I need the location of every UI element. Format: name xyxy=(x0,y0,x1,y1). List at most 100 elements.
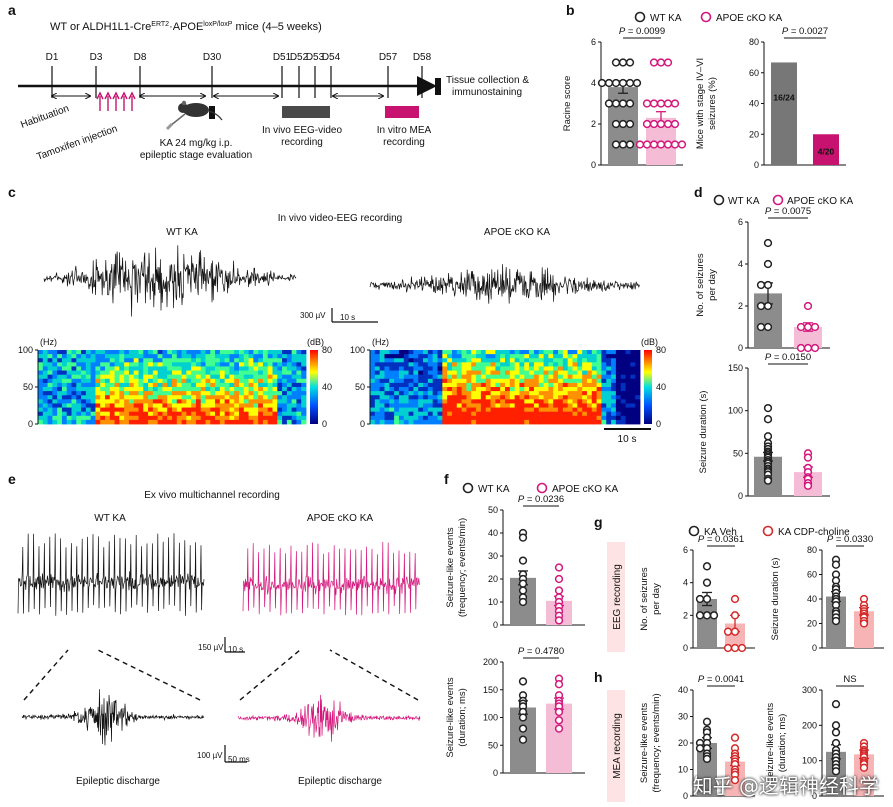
spectrogram-cell xyxy=(57,378,63,384)
spectrogram-cell xyxy=(71,350,77,355)
y-tick-label: 50 xyxy=(733,448,743,458)
spectrogram-cell xyxy=(447,382,453,388)
spectrogram-cell xyxy=(596,374,602,380)
spectrogram-cell xyxy=(167,354,173,359)
spectrogram-cell xyxy=(262,419,269,425)
spectrogram-cell xyxy=(466,407,472,413)
y-axis-label-1: No. of seizures xyxy=(695,253,706,317)
spectrogram-cell xyxy=(100,411,106,417)
spectrogram-cell xyxy=(52,403,58,408)
y-tick-label: 80 xyxy=(749,37,759,47)
spectrogram-cell xyxy=(423,403,429,408)
panel-a-label: a xyxy=(8,2,16,18)
spectrogram-cell xyxy=(485,387,491,392)
spectrogram-cell xyxy=(205,378,211,384)
spectrogram-cell xyxy=(109,419,115,425)
day-label: D54 xyxy=(322,52,341,63)
spectrogram-cell xyxy=(253,370,259,376)
spectrogram-cell xyxy=(162,378,168,384)
data-point xyxy=(730,643,740,653)
spectrogram-cell xyxy=(66,399,72,404)
eeg-label-1: In vivo EEG-video xyxy=(262,125,342,136)
spectrogram-cell xyxy=(423,354,429,359)
spectrogram-cell xyxy=(403,370,409,376)
spectrogram-cell xyxy=(76,391,82,396)
spectrogram-cell xyxy=(447,374,453,380)
spectrogram-cell xyxy=(38,387,44,392)
spectrogram-cell xyxy=(181,358,187,363)
spectrogram-cell xyxy=(152,350,159,355)
data-point xyxy=(730,775,740,785)
spectrogram-cell xyxy=(423,362,429,367)
spectrogram-cell xyxy=(471,362,477,367)
spectrogram-cell xyxy=(152,415,159,421)
spectrogram-cell xyxy=(181,362,187,367)
spectrogram-cell xyxy=(398,362,405,367)
spectrogram-cell xyxy=(248,407,254,413)
spectrogram-cell xyxy=(105,407,111,413)
spectrogram-cell xyxy=(567,366,573,371)
spectrogram-cell xyxy=(277,403,283,408)
spectrogram-cell xyxy=(181,419,187,425)
spectrogram-cell xyxy=(389,415,395,421)
spectrogram-cell xyxy=(282,382,288,388)
y-tick-label: 10 xyxy=(678,765,688,775)
spectrogram-cell xyxy=(239,411,245,417)
spectrogram-cell xyxy=(519,403,525,408)
spectrogram-cell xyxy=(384,415,390,421)
data-point xyxy=(763,403,773,413)
spectrogram-cell xyxy=(456,370,463,376)
spectrogram-cell xyxy=(61,395,68,400)
spectrogram-cell xyxy=(519,415,525,421)
spectrogram-cell xyxy=(398,387,405,392)
spectrogram-cell xyxy=(200,370,206,376)
spectrogram-cell xyxy=(572,366,578,371)
panel-c-title: In vivo video-EEG recording xyxy=(278,213,403,224)
data-point xyxy=(642,99,652,108)
spectrogram-cell xyxy=(38,407,44,413)
spectrogram-cell xyxy=(181,350,187,355)
spectrogram-cell xyxy=(124,403,130,408)
spectrogram-cell xyxy=(586,407,593,413)
spectrogram-cell xyxy=(514,350,520,355)
spectrogram-cell xyxy=(509,419,516,425)
spectrogram-cell xyxy=(442,382,448,388)
spectrogram-cell xyxy=(124,415,130,421)
y-tick-label: 30 xyxy=(678,712,688,722)
spectrogram-cell xyxy=(582,395,588,400)
spectrogram-cell xyxy=(124,378,130,384)
spectrogram-cell xyxy=(538,366,544,371)
eeg-recording-bar xyxy=(282,106,330,118)
spectrogram-cell xyxy=(635,382,641,388)
spectrogram-cell xyxy=(394,350,400,355)
spectrogram-cell xyxy=(172,395,178,400)
spectrogram-cell xyxy=(167,419,173,425)
spectrogram-cell xyxy=(181,407,187,413)
spectrogram-cell xyxy=(495,382,501,388)
data-point xyxy=(611,58,621,67)
spectrogram-cell xyxy=(471,411,477,417)
spectrogram-cell xyxy=(128,407,135,413)
data-point xyxy=(763,415,773,424)
spectrogram-cell xyxy=(239,407,245,413)
day-label: D8 xyxy=(134,52,147,63)
spectrogram-cell xyxy=(480,407,487,413)
spectrogram-cell xyxy=(403,387,409,392)
y-tick-label: 2 xyxy=(591,119,596,129)
spectrogram-cell xyxy=(553,374,559,380)
spectrogram-cell xyxy=(85,366,92,371)
spectrogram-cell xyxy=(191,366,197,371)
spectrogram-cell xyxy=(100,362,106,367)
spectrogram-cell xyxy=(52,411,58,417)
spectrogram-cell xyxy=(47,354,53,359)
spectrogram-cell xyxy=(490,411,496,417)
spectrogram-cell xyxy=(61,391,68,396)
spectrogram-cell xyxy=(442,350,448,355)
spectrogram-cell xyxy=(562,374,569,380)
colorbar xyxy=(644,350,652,424)
y-tick-label: 40 xyxy=(807,594,817,604)
spectrogram-cell xyxy=(229,362,235,367)
spectrogram-cell xyxy=(100,370,106,376)
spectrogram-cell xyxy=(167,366,173,371)
spectrogram-cell xyxy=(114,387,120,392)
